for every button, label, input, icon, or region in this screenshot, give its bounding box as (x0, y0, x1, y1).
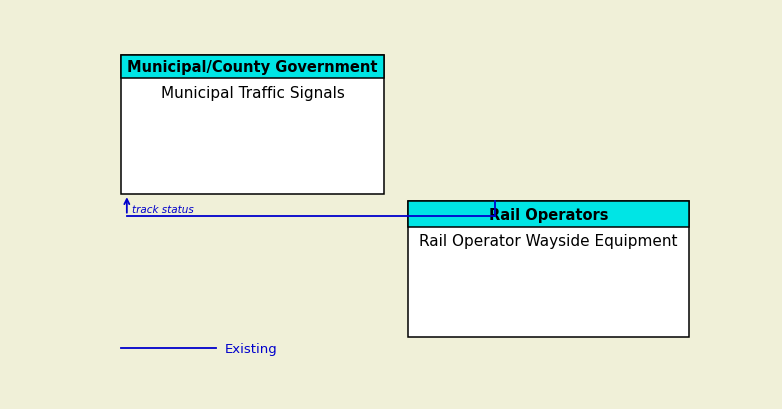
Text: Rail Operators: Rail Operators (489, 207, 608, 222)
Text: Rail Operator Wayside Equipment: Rail Operator Wayside Equipment (419, 234, 677, 249)
Text: Municipal Traffic Signals: Municipal Traffic Signals (160, 85, 345, 101)
Bar (408, 202, 689, 227)
Text: track status: track status (131, 204, 193, 214)
Bar (120, 56, 385, 195)
Text: Municipal/County Government: Municipal/County Government (127, 60, 378, 75)
Text: Existing: Existing (225, 342, 278, 355)
Bar (408, 202, 689, 337)
Bar (120, 56, 385, 79)
